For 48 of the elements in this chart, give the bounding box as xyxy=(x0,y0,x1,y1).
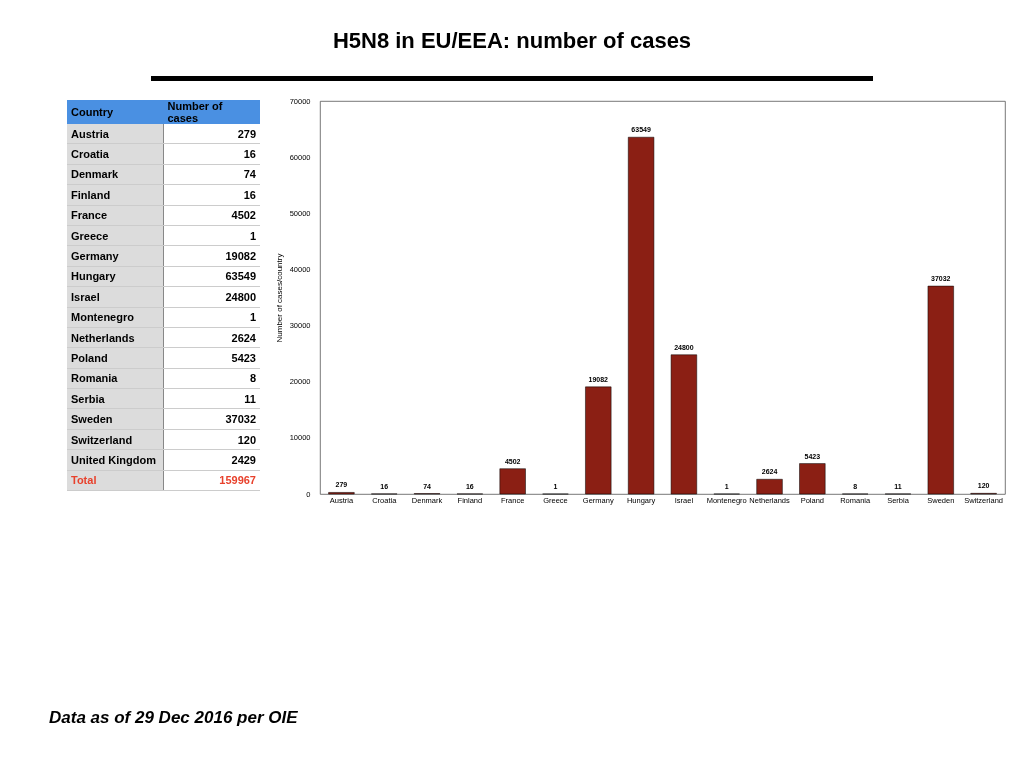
bar xyxy=(628,136,655,495)
bar xyxy=(756,479,783,495)
category-label: Denmark xyxy=(67,164,164,185)
category-label: Poland xyxy=(67,347,164,369)
category-label: Montenegro xyxy=(67,307,164,328)
category-label: Romania xyxy=(67,368,164,389)
data-label: 19082 xyxy=(163,245,260,267)
category-label: Finland xyxy=(67,184,164,206)
category-label: Germany xyxy=(67,245,164,267)
category-label: Sweden xyxy=(67,408,164,430)
bar xyxy=(585,386,612,495)
data-label: 159967 xyxy=(163,470,260,491)
text: Country xyxy=(67,100,164,124)
category-label: Austria xyxy=(67,124,164,144)
data-label: 1 xyxy=(163,225,260,246)
category-label: United Kingdom xyxy=(67,449,164,471)
category-label: Israel xyxy=(67,286,164,308)
category-label: Greece xyxy=(67,225,164,246)
bar xyxy=(799,463,826,495)
data-label: 74 xyxy=(163,164,260,185)
data-label: 279 xyxy=(163,124,260,144)
data-label: 11 xyxy=(163,388,260,409)
text: Number of cases xyxy=(163,100,260,124)
category-label: Croatia xyxy=(67,143,164,165)
y-axis-title: Number of cases/country xyxy=(274,253,284,343)
data-label: 24800 xyxy=(163,286,260,308)
bar xyxy=(927,285,954,495)
data-label: 16 xyxy=(163,184,260,206)
category-label: Netherlands xyxy=(67,327,164,348)
data-label: 37032 xyxy=(163,408,260,430)
category-label: Serbia xyxy=(67,388,164,409)
data-label: 4502 xyxy=(163,205,260,226)
category-label: Hungary xyxy=(67,266,164,287)
category-label: Total xyxy=(67,470,164,491)
data-label: 8 xyxy=(163,368,260,389)
data-label: 2624 xyxy=(163,327,260,348)
text: Data as of 29 Dec 2016 per OIE xyxy=(49,708,298,728)
data-label: 2429 xyxy=(163,449,260,471)
category-label: Switzerland xyxy=(67,429,164,450)
bar xyxy=(670,354,697,495)
chart-title: H5N8 in EU/EEA: number of cases xyxy=(331,28,693,54)
data-label: 16 xyxy=(163,143,260,165)
bar xyxy=(499,468,526,495)
category-label: France xyxy=(67,205,164,226)
data-label: 5423 xyxy=(163,347,260,369)
data-label: 1 xyxy=(163,307,260,328)
data-label: 120 xyxy=(163,429,260,450)
data-label: 63549 xyxy=(163,266,260,287)
